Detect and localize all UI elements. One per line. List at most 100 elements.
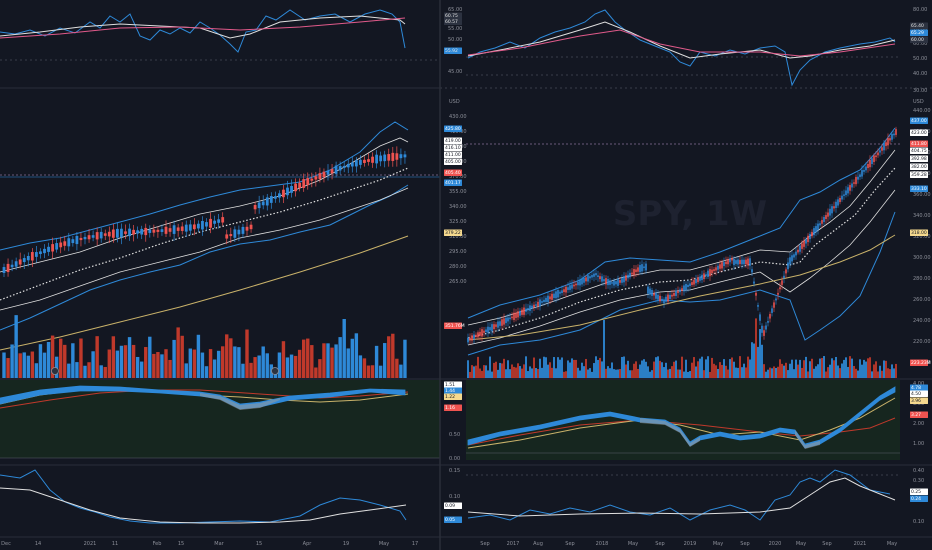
left-volume-bar[interactable] — [22, 352, 26, 378]
right-candle[interactable] — [865, 166, 867, 171]
right-candle[interactable] — [545, 297, 547, 302]
right-candle[interactable] — [869, 159, 871, 168]
right-candle[interactable] — [603, 279, 605, 282]
right-volume-bar[interactable] — [817, 364, 819, 378]
left-volume-bar[interactable] — [6, 358, 10, 378]
left-candle[interactable] — [314, 176, 318, 180]
left-candle[interactable] — [95, 232, 99, 240]
right-volume-bar[interactable] — [823, 356, 825, 378]
right-volume-bar[interactable] — [533, 357, 535, 378]
right-volume-bar[interactable] — [821, 358, 823, 378]
right-volume-bar[interactable] — [469, 371, 471, 378]
right-volume-bar[interactable] — [517, 363, 519, 378]
right-candle[interactable] — [525, 308, 527, 312]
right-volume-bar[interactable] — [529, 366, 531, 378]
right-volume-bar[interactable] — [605, 368, 607, 378]
right-volume-bar[interactable] — [619, 369, 621, 378]
right-volume-bar[interactable] — [639, 364, 641, 378]
right-candle[interactable] — [839, 197, 841, 203]
right-volume-bar[interactable] — [753, 343, 755, 378]
left-candle[interactable] — [318, 173, 322, 180]
right-volume-bar[interactable] — [631, 370, 633, 378]
left-candle[interactable] — [237, 229, 241, 235]
right-candle[interactable] — [659, 295, 661, 302]
right-candle[interactable] — [773, 302, 775, 308]
left-volume-bar[interactable] — [164, 349, 168, 378]
left-volume-bar[interactable] — [326, 343, 330, 378]
right-candle[interactable] — [611, 282, 613, 284]
right-candle[interactable] — [749, 258, 751, 266]
left-volume-bar[interactable] — [67, 363, 71, 378]
right-candle[interactable] — [647, 286, 649, 294]
right-volume-bar[interactable] — [629, 370, 631, 378]
right-volume-bar[interactable] — [547, 364, 549, 378]
left-candle[interactable] — [269, 196, 273, 203]
right-volume-bar[interactable] — [739, 356, 741, 378]
right-candle[interactable] — [761, 325, 763, 333]
left-volume-bar[interactable] — [200, 352, 205, 378]
left-volume-bar[interactable] — [387, 336, 391, 378]
right-candle[interactable] — [483, 330, 485, 333]
right-volume-bar[interactable] — [791, 359, 793, 378]
right-candle[interactable] — [547, 295, 549, 303]
right-volume-bar[interactable] — [601, 361, 603, 378]
left-candle[interactable] — [371, 156, 374, 163]
right-volume-bar[interactable] — [603, 320, 605, 378]
right-candle[interactable] — [471, 335, 473, 341]
right-volume-bar[interactable] — [501, 363, 503, 378]
right-candle[interactable] — [811, 231, 813, 237]
right-candle[interactable] — [697, 277, 699, 283]
right-candle[interactable] — [781, 280, 783, 285]
left-volume-bar[interactable] — [330, 347, 334, 378]
right-volume-bar[interactable] — [879, 365, 881, 378]
right-volume-bar[interactable] — [557, 357, 559, 378]
left-volume-bar[interactable] — [204, 366, 209, 378]
right-candle[interactable] — [831, 206, 833, 214]
right-volume-bar[interactable] — [471, 365, 473, 378]
right-candle[interactable] — [571, 284, 573, 289]
left-candle[interactable] — [83, 236, 87, 240]
left-volume-bar[interactable] — [26, 355, 30, 378]
left-candle[interactable] — [180, 226, 184, 231]
left-candle[interactable] — [375, 154, 378, 164]
right-volume-bar[interactable] — [819, 358, 821, 378]
right-volume-bar[interactable] — [477, 356, 479, 378]
right-candle[interactable] — [637, 267, 639, 272]
left-chart-pane[interactable] — [0, 9, 932, 524]
right-volume-bar[interactable] — [569, 362, 571, 378]
right-volume-bar[interactable] — [623, 356, 625, 378]
right-volume-bar[interactable] — [759, 329, 761, 378]
right-price-panel[interactable] — [466, 126, 900, 378]
right-candle[interactable] — [835, 201, 837, 208]
right-volume-bar[interactable] — [513, 366, 515, 378]
right-volume-bar[interactable] — [681, 356, 683, 378]
left-candle[interactable] — [160, 229, 164, 232]
right-candle[interactable] — [893, 133, 895, 136]
right-volume-bar[interactable] — [767, 369, 769, 378]
left-candle[interactable] — [282, 189, 285, 198]
right-candle[interactable] — [589, 276, 591, 279]
right-volume-bar[interactable] — [889, 369, 891, 378]
right-candle[interactable] — [741, 259, 743, 265]
right-candle[interactable] — [681, 288, 683, 291]
right-candle[interactable] — [629, 272, 631, 278]
right-candle[interactable] — [871, 158, 873, 165]
left-candle[interactable] — [172, 225, 176, 234]
right-candle[interactable] — [537, 301, 539, 307]
left-volume-bar[interactable] — [42, 352, 47, 378]
right-candle[interactable] — [523, 307, 525, 315]
left-candle[interactable] — [18, 259, 22, 265]
left-volume-bar[interactable] — [152, 353, 156, 378]
right-volume-bar[interactable] — [875, 361, 877, 378]
right-volume-bar[interactable] — [597, 359, 599, 378]
left-oscillator-panel[interactable] — [0, 380, 440, 459]
left-volume-bar[interactable] — [362, 358, 367, 378]
right-candle[interactable] — [527, 308, 529, 311]
left-candle[interactable] — [6, 263, 10, 273]
left-candle[interactable] — [124, 231, 127, 234]
right-candle[interactable] — [597, 275, 599, 278]
right-volume-bar[interactable] — [671, 366, 673, 378]
right-volume-bar[interactable] — [727, 369, 729, 378]
right-volume-bar[interactable] — [859, 359, 861, 378]
left-volume-bar[interactable] — [99, 365, 103, 378]
